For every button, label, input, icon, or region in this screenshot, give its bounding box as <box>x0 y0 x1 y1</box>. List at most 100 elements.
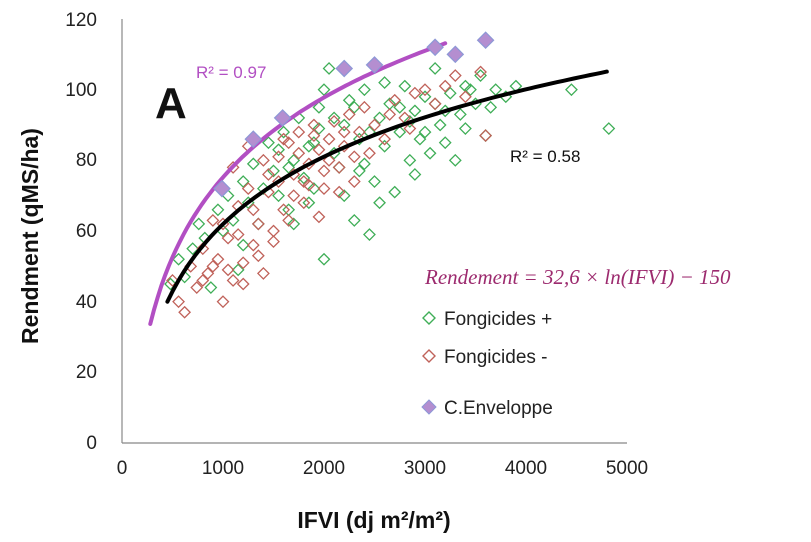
data-point-fongicides-minus <box>378 132 392 146</box>
data-point-c-enveloppe <box>335 59 354 78</box>
data-point-fongicides-minus <box>332 160 346 174</box>
y-tick-label: 100 <box>65 80 97 101</box>
data-point-fongicides-minus <box>307 129 321 143</box>
x-tick-label: 3000 <box>404 458 446 479</box>
data-point-fongicides-plus <box>388 185 402 199</box>
data-point-fongicides-minus <box>448 69 462 82</box>
data-point-fongicides-minus <box>267 224 280 238</box>
data-point-fongicides-plus <box>272 143 285 157</box>
data-point-fongicides-plus <box>368 175 381 188</box>
data-point-fongicides-minus <box>297 196 311 210</box>
data-point-fongicides-minus <box>211 252 225 266</box>
legend-label-fongicides-minus: Fongicides - <box>444 347 548 368</box>
legend-label-fongicides-plus: Fongicides + <box>444 309 552 330</box>
x-tick-label: 0 <box>117 458 128 479</box>
r2-label-enveloppe: R² = 0.97 <box>196 63 266 82</box>
data-point-fongicides-plus <box>423 146 437 160</box>
data-point-fongicides-minus <box>357 100 371 114</box>
data-point-fongicides-minus <box>332 185 346 199</box>
data-point-fongicides-minus <box>383 107 397 121</box>
panel-letter: A <box>155 79 187 128</box>
formula-label: Rendement = 32,6 × ln(IFVI) − 150 <box>424 265 731 289</box>
data-point-fongicides-minus <box>231 228 245 241</box>
y-tick-label: 60 <box>76 221 97 242</box>
data-point-fongicides-minus <box>302 178 316 192</box>
legend-marker-c-enveloppe <box>421 399 437 415</box>
data-point-fongicides-plus <box>373 111 386 125</box>
data-point-fongicides-plus <box>337 118 351 132</box>
data-point-fongicides-minus <box>317 182 331 196</box>
data-point-fongicides-plus <box>307 182 321 196</box>
data-point-fongicides-plus <box>251 217 265 231</box>
data-point-fongicides-plus <box>272 189 285 203</box>
x-tick-labels: 0 1000 2000 3000 4000 5000 <box>117 458 648 479</box>
data-point-fongicides-minus <box>251 217 265 231</box>
data-point-fongicides-plus <box>363 228 376 241</box>
trend-curves <box>148 41 609 326</box>
data-point-fongicides-plus <box>489 83 503 97</box>
data-point-fongicides-minus <box>368 118 381 132</box>
x-tick-label: 5000 <box>606 458 648 479</box>
data-point-fongicides-minus <box>251 249 265 263</box>
data-point-c-enveloppe <box>365 56 384 74</box>
data-point-fongicides-plus <box>418 125 432 139</box>
data-point-fongicides-minus <box>297 175 311 188</box>
data-point-fongicides-plus <box>413 132 427 146</box>
data-point-fongicides-minus <box>196 274 210 287</box>
data-point-c-enveloppe <box>244 130 263 148</box>
series-c-enveloppe <box>213 31 495 198</box>
x-tick-label: 2000 <box>303 458 345 479</box>
data-point-fongicides-plus <box>317 252 331 266</box>
data-point-fongicides-minus <box>272 150 285 164</box>
data-point-fongicides-plus <box>246 157 260 171</box>
data-point-fongicides-minus <box>292 146 306 160</box>
data-point-fongicides-minus <box>277 203 291 217</box>
data-point-fongicides-minus <box>342 107 356 121</box>
data-point-fongicides-minus <box>428 97 442 111</box>
data-point-fongicides-plus <box>565 83 578 97</box>
data-point-fongicides-plus <box>312 122 326 135</box>
data-point-fongicides-plus <box>398 79 412 93</box>
data-point-fongicides-plus <box>302 139 316 153</box>
data-point-fongicides-minus <box>438 79 452 93</box>
data-point-fongicides-plus <box>322 62 336 75</box>
data-point-fongicides-plus <box>448 153 462 167</box>
data-point-fongicides-plus <box>352 164 366 178</box>
x-tick-label: 1000 <box>202 458 244 479</box>
data-point-fongicides-plus <box>192 217 206 231</box>
data-point-fongicides-plus <box>418 90 432 104</box>
data-point-fongicides-plus <box>347 213 361 227</box>
x-axis-title: IFVI (dj m²/m²) <box>297 507 450 533</box>
data-point-fongicides-minus <box>458 90 472 104</box>
data-point-c-enveloppe <box>273 109 292 127</box>
data-point-fongicides-minus <box>479 129 493 143</box>
data-point-fongicides-plus <box>277 125 291 139</box>
data-point-fongicides-plus <box>287 217 301 231</box>
data-point-c-enveloppe <box>213 179 231 198</box>
data-point-fongicides-plus <box>393 100 407 114</box>
legend-marker-fongicides-minus <box>422 349 436 363</box>
data-point-fongicides-minus <box>418 83 432 97</box>
data-point-fongicides-plus <box>602 122 616 135</box>
data-point-fongicides-minus <box>226 274 240 287</box>
legend-label-c-enveloppe: C.Enveloppe <box>444 398 553 419</box>
data-point-fongicides-minus <box>312 143 326 157</box>
data-point-fongicides-plus <box>347 100 361 114</box>
data-point-fongicides-plus <box>297 171 311 185</box>
data-point-fongicides-minus <box>287 189 301 203</box>
data-point-fongicides-plus <box>378 139 392 153</box>
data-point-fongicides-plus <box>403 153 417 167</box>
data-point-fongicides-plus <box>164 277 177 291</box>
data-point-fongicides-plus <box>327 111 341 125</box>
y-axis-title: Rendment (qMS/ha) <box>17 128 43 344</box>
data-point-fongicides-plus <box>211 203 225 217</box>
data-point-fongicides-minus <box>337 125 351 139</box>
data-point-fongicides-plus <box>428 62 442 75</box>
data-point-c-enveloppe <box>476 31 495 50</box>
legend-item-fongicides-minus: Fongicides - <box>422 347 548 368</box>
y-tick-label: 80 <box>76 150 97 171</box>
data-point-fongicides-plus <box>474 69 487 82</box>
y-tick-label: 120 <box>65 10 97 31</box>
y-tick-labels: 0 20 40 60 80 100 120 <box>65 10 97 454</box>
data-point-fongicides-minus <box>474 65 487 79</box>
